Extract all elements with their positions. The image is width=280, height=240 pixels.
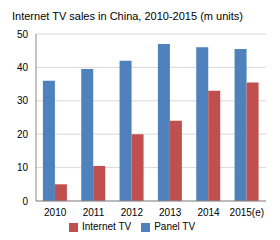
html-text:Internet TV: Internet TV [81,221,132,232]
svg-text:2012: 2012 [121,207,144,218]
svg-text:30: 30 [17,95,29,106]
html-text:Internet TV sales in China, 20: Internet TV sales in China, 2010-2015 (m… [12,10,243,22]
svg-text:2015(e): 2015(e) [230,207,264,218]
svg-text:10: 10 [17,162,29,173]
svg-text:50: 50 [17,29,29,40]
svg-text:2013: 2013 [159,207,182,218]
svg-text:0: 0 [22,196,28,207]
html-text:Panel TV: Panel TV [154,221,196,232]
svg-text:40: 40 [17,62,29,73]
svg-text:20: 20 [17,129,29,140]
svg-text:2011: 2011 [83,207,105,218]
svg-text:2010: 2010 [44,207,67,218]
svg-text:2014: 2014 [197,207,220,218]
